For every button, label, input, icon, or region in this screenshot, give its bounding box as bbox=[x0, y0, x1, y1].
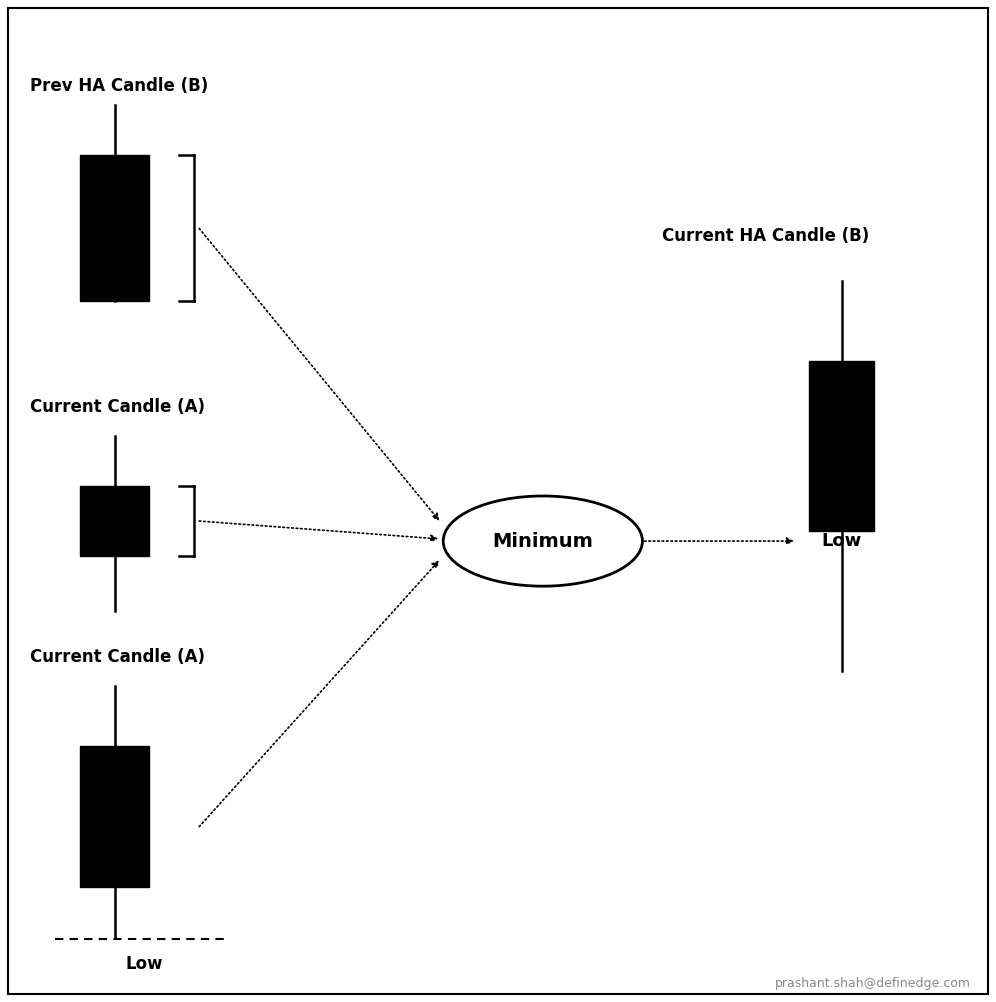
Bar bbox=[80, 486, 149, 556]
Text: Minimum: Minimum bbox=[492, 532, 594, 550]
Text: Current Candle (A): Current Candle (A) bbox=[30, 648, 205, 666]
Bar bbox=[80, 155, 149, 301]
Bar bbox=[809, 361, 874, 531]
Text: Prev HA Candle (B): Prev HA Candle (B) bbox=[30, 77, 208, 95]
Text: Low: Low bbox=[822, 532, 862, 550]
Ellipse shape bbox=[443, 496, 642, 586]
Bar bbox=[80, 746, 149, 887]
Text: prashant.shah@definedge.com: prashant.shah@definedge.com bbox=[775, 977, 971, 990]
Text: Current Candle (A): Current Candle (A) bbox=[30, 398, 205, 416]
Text: Current HA Candle (B): Current HA Candle (B) bbox=[662, 227, 870, 245]
Text: Low: Low bbox=[125, 955, 163, 973]
